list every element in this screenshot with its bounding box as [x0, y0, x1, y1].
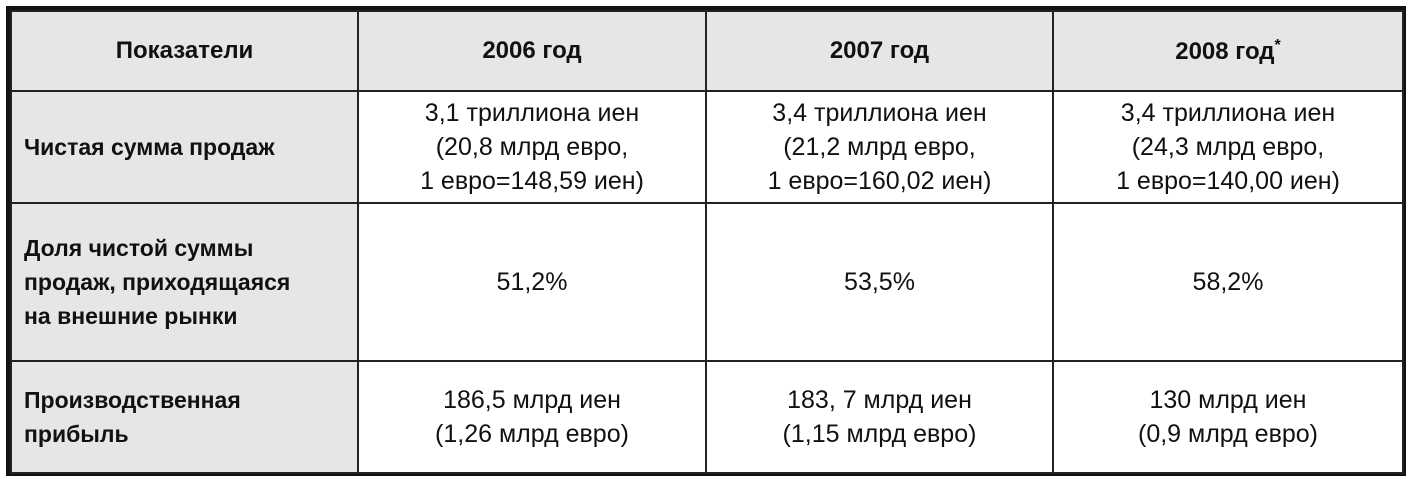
header-cell: 2008 год* [1052, 10, 1404, 92]
row-label: Производственная прибыль [10, 360, 359, 474]
value-line: 1 евро=140,00 иен) [1116, 167, 1340, 195]
table-row: Доля чистой суммы продаж, приходящаяся на … [10, 202, 1404, 362]
value-line: (21,2 млрд евро, [783, 133, 976, 161]
header-text: 2008 год [1175, 37, 1275, 65]
label-line: Производственная [24, 387, 241, 413]
label-line: продаж, приходящаяся [24, 269, 291, 295]
table: Показатели 2006 год 2007 год 2008 год* Чиста… [10, 10, 1404, 474]
table-frame: Показатели 2006 год 2007 год 2008 год* Чиста… [6, 6, 1406, 476]
value-line: (1,15 млрд евро) [782, 420, 977, 448]
value-line: 183, 7 млрд иен [787, 386, 972, 414]
header-cell: 2007 год [705, 10, 1054, 92]
value-cell: 3,1 триллиона иен (20,8 млрд евро, 1 евро=… [357, 90, 707, 204]
header-text: Показатели [115, 37, 254, 64]
header-text: 2007 год [829, 37, 930, 64]
value-line: (20,8 млрд евро, [435, 133, 629, 161]
value-line: 3,1 триллиона иен [424, 99, 640, 127]
label-line: Чистая сумма продаж [24, 134, 275, 160]
value-line: 3,4 триллиона иен [1120, 99, 1336, 127]
value-line: 51,2% [496, 268, 568, 296]
value-cell: 58,2% [1052, 202, 1404, 362]
header-cell: 2006 год [357, 10, 707, 92]
value-cell: 3,4 триллиона иен (24,3 млрд евро, 1 евро=… [1052, 90, 1404, 204]
footnote-mark: * [1274, 36, 1281, 54]
value-line: 1 евро=148,59 иен) [420, 167, 644, 195]
label-line: на внешние рынки [24, 303, 238, 329]
value-line: 186,5 млрд иен [443, 386, 621, 414]
value-cell: 53,5% [705, 202, 1054, 362]
label-line: Доля чистой суммы [24, 235, 254, 261]
value-line: 130 млрд иен [1149, 386, 1307, 414]
value-cell: 3,4 триллиона иен (21,2 млрд евро, 1 евро=… [705, 90, 1054, 204]
value-line: (1,26 млрд евро) [435, 420, 629, 448]
value-line: 58,2% [1192, 268, 1264, 296]
row-label: Доля чистой суммы продаж, приходящаяся на … [10, 202, 359, 362]
value-line: (24,3 млрд евро, [1131, 133, 1325, 161]
value-line: 1 евро=160,02 иен) [767, 167, 992, 195]
header-row: Показатели 2006 год 2007 год 2008 год* [10, 10, 1404, 92]
value-cell: 51,2% [357, 202, 707, 362]
row-label: Чистая сумма продаж [10, 90, 359, 204]
value-line: 3,4 триллиона иен [772, 99, 987, 127]
header-text: 2006 год [482, 37, 582, 64]
value-line: 53,5% [844, 268, 915, 296]
value-cell: 183, 7 млрд иен (1,15 млрд евро) [705, 360, 1054, 474]
value-cell: 186,5 млрд иен (1,26 млрд евро) [357, 360, 707, 474]
label-line: прибыль [24, 421, 129, 447]
value-line: (0,9 млрд евро) [1138, 420, 1318, 448]
value-cell: 130 млрд иен (0,9 млрд евро) [1052, 360, 1404, 474]
table-row: Чистая сумма продаж 3,1 триллиона иен (20,… [10, 90, 1404, 204]
header-cell: Показатели [10, 10, 359, 92]
table-row: Производственная прибыль 186,5 млрд иен (1,… [10, 360, 1404, 474]
